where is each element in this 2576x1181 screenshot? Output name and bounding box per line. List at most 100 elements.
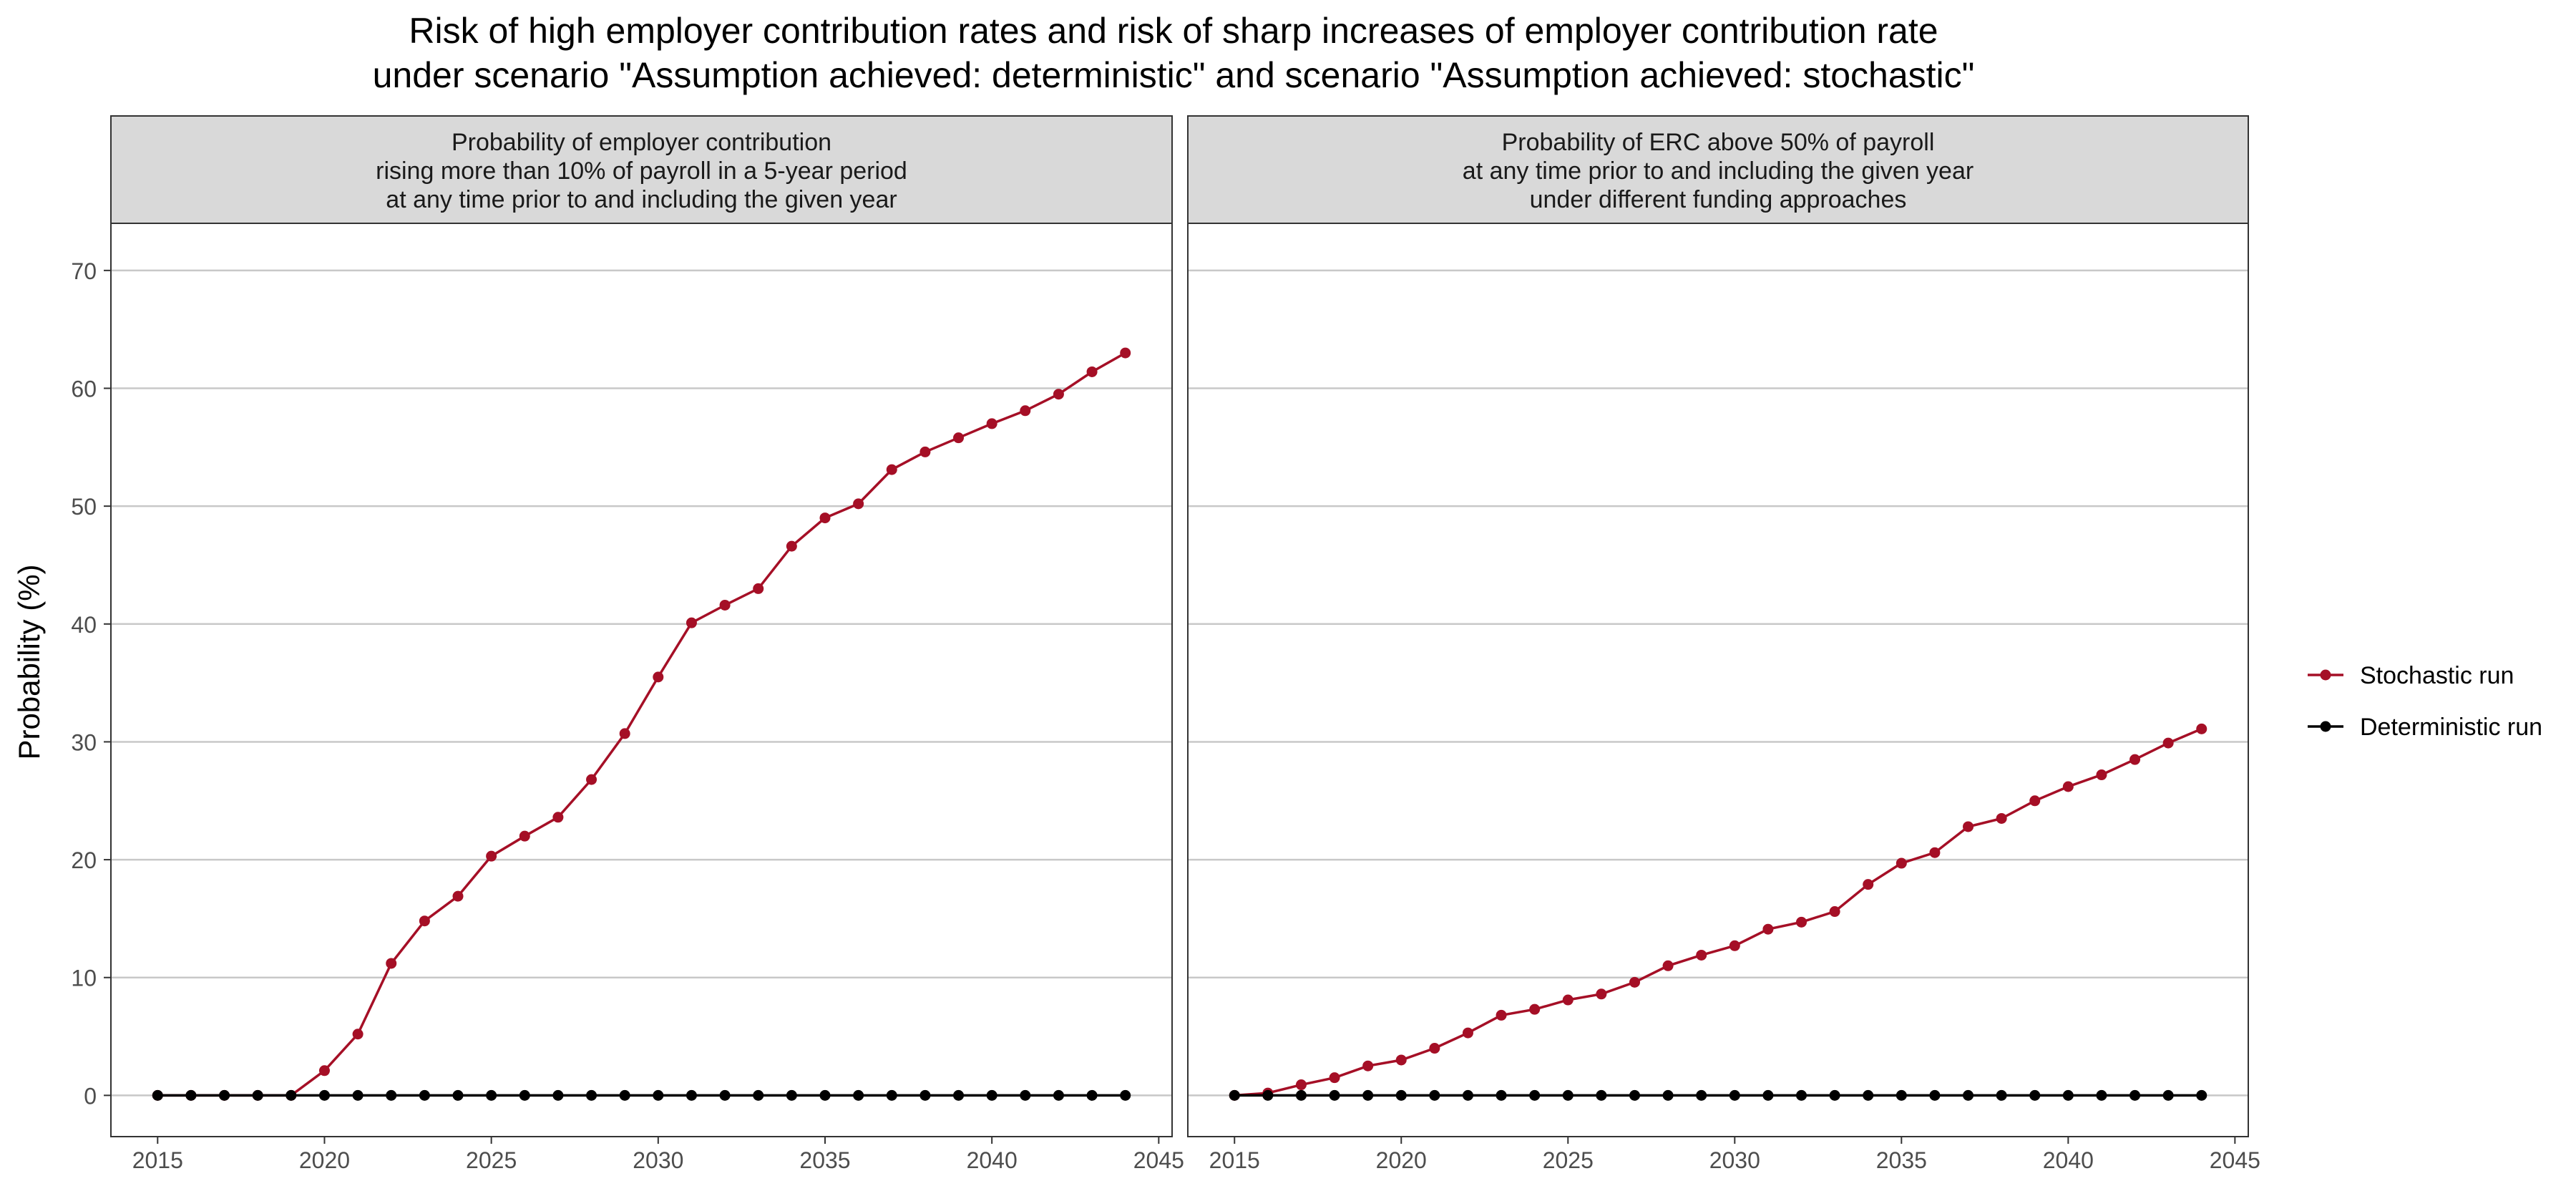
- data-point: [1662, 960, 1674, 971]
- data-point: [1863, 879, 1874, 890]
- data-point: [1762, 923, 1774, 935]
- data-point: [519, 1089, 530, 1101]
- legend-label: Deterministic run: [2360, 714, 2542, 741]
- x-tick-label: 2025: [1543, 1147, 1594, 1173]
- x-tick-label: 2040: [967, 1147, 1018, 1173]
- data-point: [1896, 857, 1907, 869]
- data-point: [2029, 795, 2041, 807]
- x-tick-label: 2030: [633, 1147, 683, 1173]
- panel-1: Probability of employer contributionrisi…: [71, 115, 1184, 1173]
- data-point: [919, 1089, 931, 1101]
- data-point: [352, 1029, 364, 1040]
- chart-title-line-1: Risk of high employer contribution rates…: [409, 11, 1938, 51]
- data-point: [1529, 1003, 1541, 1015]
- data-point: [2029, 1089, 2041, 1101]
- data-point: [1629, 976, 1640, 988]
- series-deterministic: [152, 1089, 1131, 1101]
- data-point: [619, 1089, 630, 1101]
- data-point: [2096, 769, 2107, 781]
- panel-title-line: rising more than 10% of payroll in a 5-y…: [376, 157, 907, 185]
- y-tick-label: 40: [71, 612, 97, 638]
- data-point: [1762, 1089, 1774, 1101]
- data-point: [1120, 1089, 1131, 1101]
- x-tick-label: 2035: [1876, 1147, 1927, 1173]
- data-point: [1562, 994, 1574, 1006]
- panel-border: [110, 223, 1173, 1137]
- legend: Stochastic run Deterministic run: [2308, 662, 2542, 741]
- legend-key-point: [2320, 721, 2331, 732]
- series-line: [157, 351, 1126, 1097]
- data-point: [1020, 1089, 1031, 1101]
- panel-title-line: at any time prior to and including the g…: [386, 186, 897, 213]
- data-point: [452, 890, 464, 902]
- series-stochastic: [1229, 723, 2207, 1101]
- data-point: [1596, 1089, 1607, 1101]
- data-point: [1963, 821, 1974, 832]
- y-axis-label: Probability (%): [12, 564, 46, 759]
- data-point: [919, 446, 931, 457]
- data-point: [352, 1089, 364, 1101]
- x-tick-label: 2035: [799, 1147, 850, 1173]
- data-point: [2062, 1089, 2074, 1101]
- data-point: [1053, 1089, 1064, 1101]
- data-point: [1053, 389, 1064, 400]
- data-point: [2196, 723, 2207, 734]
- x-tick-label: 2020: [299, 1147, 350, 1173]
- data-point: [1329, 1089, 1340, 1101]
- legend-label: Stochastic run: [2360, 662, 2514, 689]
- data-point: [318, 1089, 330, 1101]
- data-point: [819, 1089, 831, 1101]
- data-point: [786, 1089, 797, 1101]
- data-point: [1429, 1089, 1440, 1101]
- data-point: [1562, 1089, 1574, 1101]
- data-point: [386, 958, 397, 969]
- legend-item: Deterministic run: [2308, 714, 2542, 741]
- data-point: [1629, 1089, 1640, 1101]
- y-tick-label: 10: [71, 966, 97, 991]
- y-tick-label: 50: [71, 494, 97, 520]
- x-tick-label: 2040: [2043, 1147, 2094, 1173]
- y-tick-label: 30: [71, 729, 97, 755]
- panel-title-line: Probability of ERC above 50% of payroll: [1502, 129, 1935, 156]
- facet-panels: Probability of employer contributionrisi…: [71, 115, 2260, 1173]
- data-point: [1086, 1089, 1098, 1101]
- data-point: [1229, 1089, 1240, 1101]
- data-point: [286, 1089, 297, 1101]
- panel-2: Probability of ERC above 50% of payrolla…: [1187, 115, 2260, 1173]
- data-point: [1696, 1089, 1707, 1101]
- series-line: [1234, 727, 2202, 1097]
- data-point: [1729, 1089, 1740, 1101]
- x-tick-label: 2015: [132, 1147, 183, 1173]
- data-point: [1529, 1089, 1541, 1101]
- panel-title-line: Probability of employer contribution: [452, 129, 831, 156]
- data-point: [853, 1089, 864, 1101]
- data-point: [1963, 1089, 1974, 1101]
- data-point: [1729, 940, 1740, 951]
- data-point: [686, 1089, 697, 1101]
- series-stochastic: [152, 347, 1131, 1101]
- data-point: [1829, 1089, 1840, 1101]
- data-point: [753, 583, 764, 594]
- data-point: [1996, 1089, 2007, 1101]
- data-point: [1796, 1089, 1807, 1101]
- x-tick-label: 2025: [466, 1147, 517, 1173]
- data-point: [2196, 1089, 2207, 1101]
- data-point: [2129, 754, 2141, 765]
- data-point: [2129, 1089, 2141, 1101]
- data-point: [1262, 1089, 1274, 1101]
- data-point: [1395, 1089, 1407, 1101]
- data-point: [819, 512, 831, 524]
- data-point: [1929, 1089, 1941, 1101]
- data-point: [1395, 1054, 1407, 1066]
- data-point: [719, 1089, 731, 1101]
- x-tick-label: 2045: [2210, 1147, 2260, 1173]
- data-point: [986, 418, 997, 429]
- data-point: [719, 599, 731, 611]
- data-point: [1020, 405, 1031, 417]
- panel-title-line: at any time prior to and including the g…: [1463, 157, 1974, 185]
- data-point: [1295, 1089, 1307, 1101]
- data-point: [252, 1089, 263, 1101]
- data-point: [653, 1089, 664, 1101]
- data-point: [886, 464, 897, 475]
